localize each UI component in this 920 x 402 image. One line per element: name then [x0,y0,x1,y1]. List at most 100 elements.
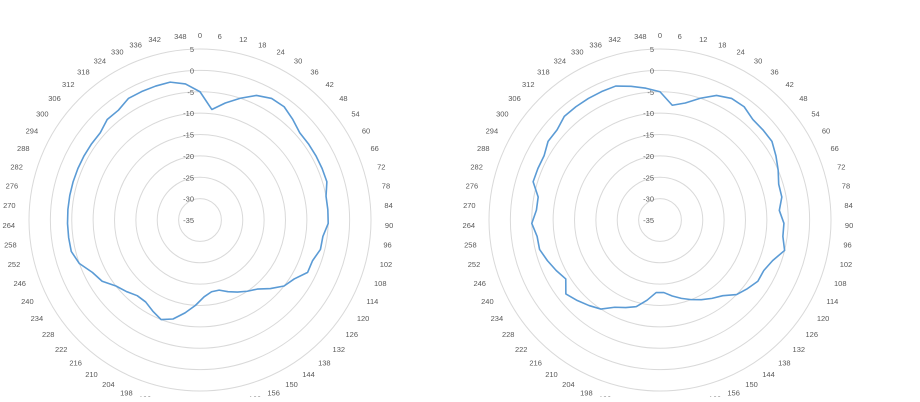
angle-label: 114 [366,297,378,306]
angle-label: 150 [285,380,298,389]
angle-label: 300 [496,110,509,119]
angle-label: 270 [3,201,16,210]
angle-label: 348 [634,32,647,41]
angle-label: 120 [357,314,370,323]
angle-label: 216 [529,358,542,367]
angle-label: 276 [466,182,479,191]
angle-label: 144 [302,370,315,379]
angle-label: 48 [799,94,807,103]
grid-circle [92,112,308,328]
angle-label: 210 [545,370,558,379]
angle-label: 336 [589,40,602,49]
angle-label: 264 [3,221,16,230]
angle-label: 54 [351,110,359,119]
grid-circle [552,112,768,328]
angle-label: 78 [842,182,850,191]
radar-grid-right [488,48,832,392]
angle-label: 246 [13,279,26,288]
angle-label: 282 [470,163,483,172]
angle-label: 138 [778,358,791,367]
radar-chart-left: 5 0 -5 -10 -15 -20 -25 -30 -35 0 6 12 18 24 30 36 42 48 54… [3,31,394,402]
angle-label: 306 [508,94,521,103]
angle-label: 234 [31,314,44,323]
angle-label: 24 [276,48,284,57]
angle-label: 66 [830,144,838,153]
angle-label: 240 [481,297,494,306]
angle-label: 258 [4,241,17,250]
radial-tick-label: -35 [183,216,194,225]
angle-label: 24 [736,48,744,57]
angle-label: 288 [17,144,30,153]
angle-label: 312 [522,80,535,89]
radar-chart-right: 5 0 -5 -10 -15 -20 -25 -30 -35 0 6 12 18 24 30 36 42 48 54… [460,0,920,402]
angle-label: 216 [69,358,82,367]
radial-tick-label: 0 [650,66,654,75]
grid-circle [488,48,832,392]
angle-label: 18 [718,40,726,49]
angle-label: 222 [55,345,68,354]
series-line-left [66,81,330,321]
angle-label: 60 [822,126,830,135]
angle-label: 18 [258,40,266,49]
angle-label: 228 [502,330,515,339]
radial-tick-label: -25 [643,173,654,182]
angle-label: 342 [608,35,621,44]
angle-label: 306 [48,94,61,103]
angle-label: 42 [785,80,793,89]
radial-tick-label: -30 [643,195,654,204]
angle-label: 210 [85,370,98,379]
angle-label: 204 [102,380,115,389]
angle-label: 324 [94,57,107,66]
angle-label: 294 [486,126,499,135]
angle-label: 276 [6,182,19,191]
radial-tick-label: -15 [183,131,194,140]
angle-label: 90 [845,221,853,230]
angle-label: 198 [580,388,593,397]
radial-tick-label: -5 [187,88,194,97]
angle-label: 84 [384,201,392,210]
angle-label: 300 [36,110,49,119]
angle-label: 108 [374,279,387,288]
angle-label: 324 [554,57,567,66]
angle-label: 6 [218,32,222,41]
grid-circle [531,91,789,349]
radial-tick-labels-left: 5 0 -5 -10 -15 -20 -25 -30 -35 [183,45,194,225]
angle-label: 270 [463,201,476,210]
angle-label: 30 [294,57,302,66]
angle-label: 330 [111,48,124,57]
grid-circle [178,198,222,242]
angle-label: 12 [699,35,707,44]
angle-label: 108 [834,279,847,288]
angle-label: 84 [844,201,852,210]
angle-label: 336 [129,40,142,49]
radial-tick-label: 0 [190,66,194,75]
angle-label: 102 [840,260,853,269]
angle-label: 228 [42,330,55,339]
angle-label: 138 [318,358,331,367]
angle-label: 42 [325,80,333,89]
angle-label: 342 [148,35,161,44]
grid-circle [574,134,746,306]
grid-circle [71,91,329,349]
angle-label: 264 [463,221,476,230]
angle-label: 72 [837,163,845,172]
angle-label: 144 [762,370,775,379]
grid-circle [114,134,286,306]
angle-label: 66 [370,144,378,153]
angle-label: 222 [515,345,528,354]
angle-label: 0 [658,31,662,40]
grid-circle [28,48,372,392]
angle-label: 126 [806,330,819,339]
angle-label: 282 [10,163,23,172]
angle-label: 156 [727,388,740,397]
radar-chart-right-svg: 50-5-10-15-20-25-30-350 6 1218243036424854… [463,31,854,402]
grid-circle [135,155,265,285]
angle-label: 318 [537,68,550,77]
radial-tick-label: -10 [183,109,194,118]
angle-label: 96 [843,241,851,250]
angle-label: 30 [754,57,762,66]
angle-label: 150 [745,380,758,389]
angle-label: 72 [377,163,385,172]
